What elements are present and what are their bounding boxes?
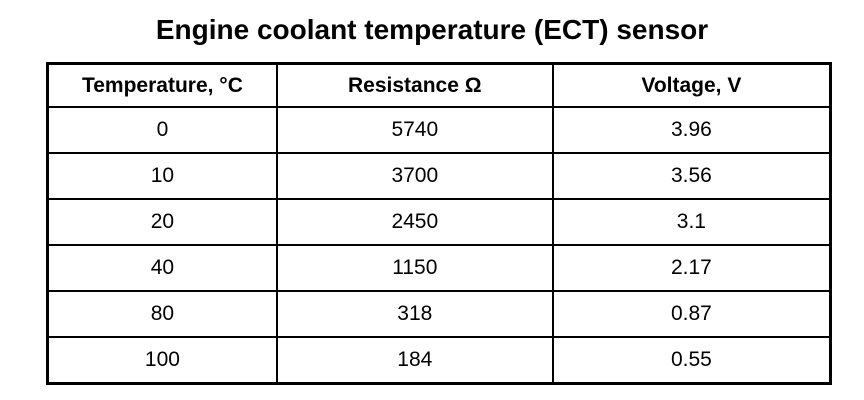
- header-row: Temperature, °C Resistance Ω Voltage, V: [46, 62, 832, 108]
- table-cell: 40: [46, 244, 278, 292]
- title: Engine coolant temperature (ECT) sensor: [155, 14, 709, 45]
- table-row: 10 3700 3.56: [46, 152, 832, 200]
- table-cell: 100: [46, 336, 278, 385]
- table-cell: 0.55: [551, 336, 832, 385]
- table-row: 0 5740 3.96: [46, 106, 832, 154]
- table-cell: 20: [46, 198, 278, 246]
- table-cell: 3.1: [551, 198, 832, 246]
- table-cell: 184: [275, 336, 554, 385]
- table-row: 20 2450 3.1: [46, 198, 832, 246]
- table-row: 40 1150 2.17: [46, 244, 832, 292]
- table-cell: 5740: [275, 106, 554, 154]
- table-row: 80 318 0.87: [46, 290, 832, 338]
- table-cell: 2450: [275, 198, 554, 246]
- header-cell: Voltage, V: [551, 62, 832, 108]
- table-cell: 318: [275, 290, 554, 338]
- table-cell: 80: [46, 290, 278, 338]
- table-cell: 3.96: [551, 106, 832, 154]
- table-body: 0 5740 3.96 10 3700 3.56 20 2450 3.1 40 1150 2.17 80…: [46, 106, 832, 385]
- table-cell: 3.56: [551, 152, 832, 200]
- table-cell: 1150: [275, 244, 554, 292]
- table-cell: 2.17: [551, 244, 832, 292]
- table-cell: 0.87: [551, 290, 832, 338]
- table-cell: 10: [46, 152, 278, 200]
- table-cell: 0: [46, 106, 278, 154]
- header-cell: Temperature, °C: [46, 62, 278, 108]
- table-cell: 3700: [275, 152, 554, 200]
- header-cell: Resistance Ω: [275, 62, 554, 108]
- table-row: 100 184 0.55: [46, 336, 832, 385]
